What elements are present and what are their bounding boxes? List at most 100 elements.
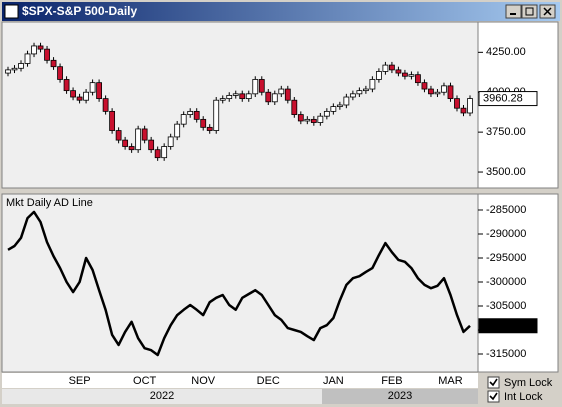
candle-body — [148, 139, 155, 151]
candle-body — [356, 90, 363, 95]
candle-body — [50, 59, 57, 68]
candle-body — [219, 98, 226, 101]
candle-body — [382, 64, 389, 72]
candle-body — [141, 128, 148, 141]
x-axis-band — [2, 373, 478, 388]
candle-body — [369, 79, 376, 90]
candle-body — [271, 93, 278, 103]
candle-body — [135, 128, 142, 151]
window-buttons[interactable] — [505, 4, 556, 19]
candle-body — [349, 93, 356, 98]
candle-body — [408, 74, 415, 77]
candle-body — [310, 118, 317, 123]
candle-body — [330, 106, 337, 112]
candle-body — [252, 79, 259, 95]
candle-body — [83, 91, 89, 101]
candle-body — [323, 110, 330, 117]
window-icon — [4, 4, 19, 19]
last-value-box — [478, 318, 538, 334]
candle-body — [161, 146, 168, 159]
minimize-button[interactable] — [505, 4, 522, 19]
y-tick-label: -305000 — [486, 300, 526, 312]
price-panel — [1, 21, 479, 189]
year-band — [322, 389, 478, 404]
candle-body — [421, 82, 428, 90]
candle-body — [187, 110, 194, 115]
candle-body — [245, 93, 252, 100]
candle-body — [37, 45, 44, 50]
close-icon — [543, 7, 552, 16]
candle-body — [467, 98, 473, 114]
y-tick-label: -290000 — [486, 228, 526, 240]
candle-body — [31, 45, 37, 55]
candle-body — [304, 118, 311, 122]
int-lock[interactable]: Int Lock — [487, 390, 543, 403]
x-tick-label: DEC — [257, 375, 280, 387]
candle-body — [278, 88, 285, 95]
candle-body — [96, 82, 102, 100]
x-tick-label: JAN — [323, 375, 344, 387]
candle-body — [343, 96, 350, 106]
candle-body — [297, 114, 304, 122]
candle-body — [122, 139, 129, 147]
last-value-box — [478, 91, 538, 107]
x-tick-label: SEP — [69, 375, 91, 387]
window-title: $SPX-S&P 500-Daily — [22, 4, 137, 18]
candle-body — [441, 85, 447, 93]
candle-body — [428, 88, 434, 95]
candle-body — [226, 95, 233, 100]
y-tick-label: 4250.00 — [486, 46, 526, 58]
candle-body — [460, 107, 467, 114]
candle-body — [154, 149, 161, 159]
candle-body — [24, 53, 31, 64]
last-value-label: -309117 — [483, 320, 523, 332]
candle-body — [447, 85, 454, 100]
year-label: 2022 — [150, 390, 174, 402]
candle-body — [5, 69, 11, 74]
candle-body — [402, 72, 408, 77]
candle-body — [284, 88, 291, 101]
candle-body — [434, 91, 441, 95]
candle-body — [395, 69, 402, 74]
candle-body — [102, 98, 109, 112]
candle-body — [180, 114, 187, 125]
candle-body — [200, 118, 207, 128]
year-band — [2, 389, 322, 404]
candle-body — [265, 91, 272, 103]
candle-body — [213, 99, 220, 131]
candle-body — [174, 123, 181, 138]
check-mark — [489, 378, 498, 387]
sym-lock[interactable]: Sym Lock — [487, 376, 553, 389]
candle-body — [18, 63, 24, 69]
maximize-icon — [525, 7, 534, 16]
candle-body — [376, 71, 382, 80]
checkbox[interactable] — [487, 376, 500, 389]
x-tick-label: FEB — [381, 375, 402, 387]
y-tick-label: -295000 — [486, 252, 526, 264]
candle-body — [362, 88, 369, 92]
candle-body — [239, 93, 246, 100]
checkbox-label: Sym Lock — [504, 377, 553, 389]
x-tick-label: NOV — [191, 375, 216, 387]
candle-body — [115, 130, 122, 141]
checkbox[interactable] — [487, 390, 500, 403]
y-tick-label: -300000 — [486, 276, 526, 288]
candle-body — [44, 48, 50, 61]
candle-body — [167, 136, 174, 147]
panel-title: Mkt Daily AD Line — [6, 197, 93, 209]
candle-body — [193, 110, 200, 120]
candle-body — [317, 115, 324, 123]
candle-body — [454, 98, 460, 109]
candle-body — [291, 99, 298, 115]
y-tick-label: -285000 — [486, 204, 526, 216]
y-tick-label: 3750.00 — [486, 126, 526, 138]
year-label: 2023 — [388, 390, 412, 402]
candle-body — [11, 67, 18, 71]
y-tick-label: -315000 — [486, 348, 526, 360]
candle-body — [63, 79, 70, 92]
candle-body — [76, 96, 83, 101]
candle-body — [128, 146, 135, 151]
title-bar — [2, 2, 560, 21]
maximize-button[interactable] — [521, 4, 538, 19]
